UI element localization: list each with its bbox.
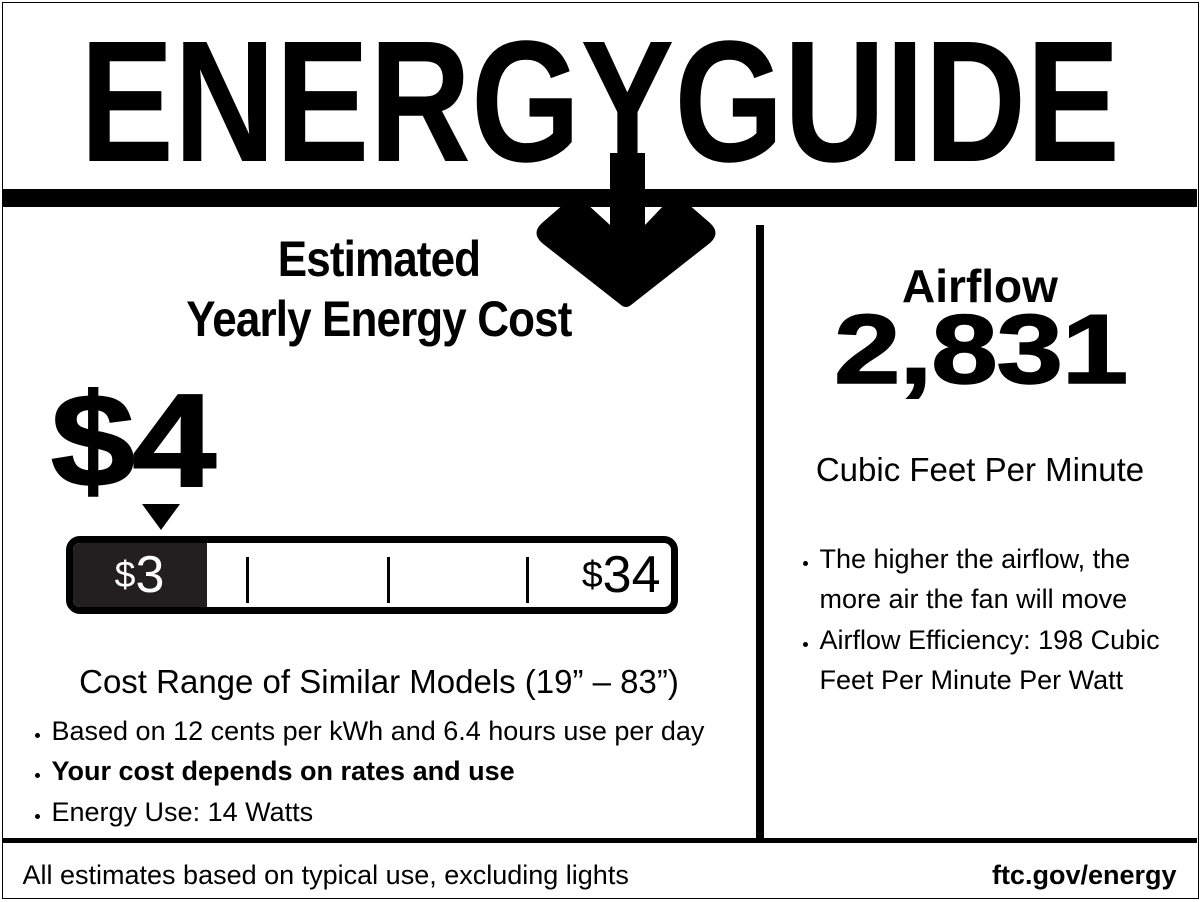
svg-text:ENERGYGUIDE: ENERGYGUIDE <box>80 4 1120 195</box>
